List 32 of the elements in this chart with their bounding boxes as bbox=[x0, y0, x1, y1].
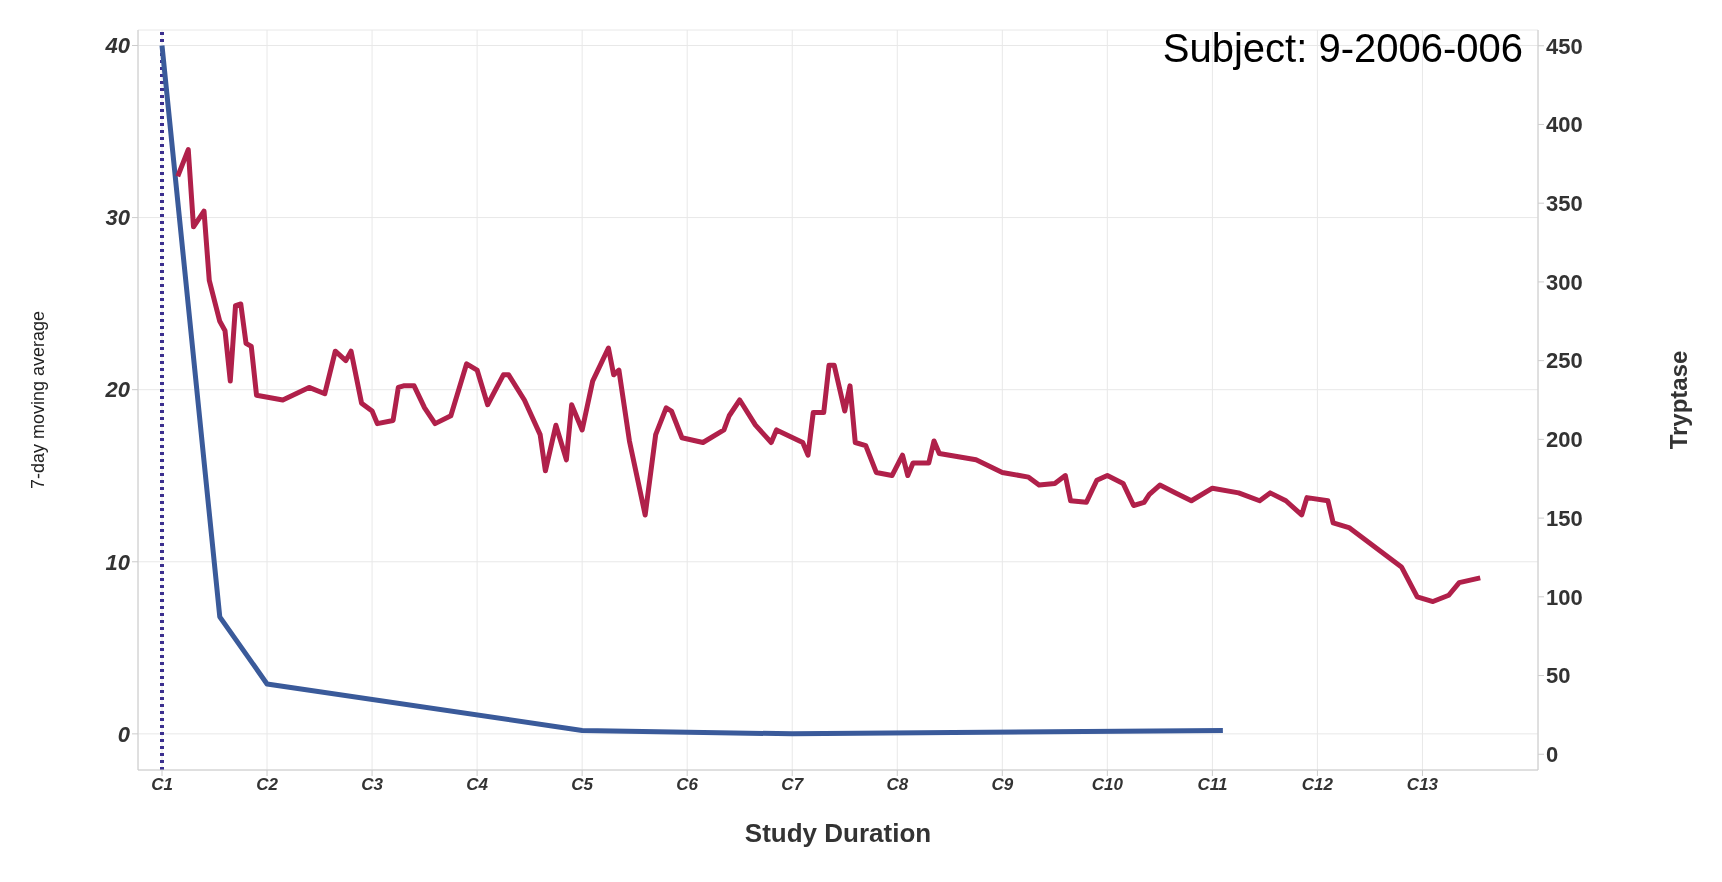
x-tick-label: C3 bbox=[361, 775, 384, 795]
y-axis-title: 7-day moving average bbox=[28, 310, 49, 490]
x-tick-label: C7 bbox=[781, 775, 805, 795]
y2-tick-label: 400 bbox=[1546, 112, 1583, 138]
y2-tick-label: 0 bbox=[1546, 742, 1559, 768]
x-tick-label: C11 bbox=[1197, 775, 1228, 795]
y2-tick-label: 200 bbox=[1546, 427, 1583, 453]
y2-tick-label: 250 bbox=[1546, 348, 1583, 374]
y2-tick-label: 100 bbox=[1546, 584, 1583, 610]
x-tick-label: C5 bbox=[571, 775, 594, 795]
y-tick-label: 0 bbox=[117, 721, 131, 747]
y-tick-label: 20 bbox=[104, 377, 131, 403]
x-tick-label: C8 bbox=[886, 775, 909, 795]
y2-tick-label: 350 bbox=[1546, 191, 1583, 216]
y2-tick-label: 150 bbox=[1546, 505, 1583, 531]
x-tick-label: C10 bbox=[1091, 775, 1124, 795]
x-tick-label: C6 bbox=[676, 775, 699, 795]
y-tick-label: 40 bbox=[104, 33, 131, 59]
x-tick-label: C1 bbox=[151, 775, 173, 795]
y2-tick-label: 300 bbox=[1546, 269, 1583, 295]
y-tick-label: 10 bbox=[105, 549, 131, 575]
x-tick-label: C13 bbox=[1406, 775, 1439, 795]
y2-tick-label: 450 bbox=[1546, 33, 1583, 59]
x-tick-label: C9 bbox=[991, 775, 1014, 795]
x-axis-title: Study Duration bbox=[744, 818, 932, 848]
y-tick-label: 30 bbox=[105, 205, 131, 231]
y2-axis-title: Tryptase bbox=[1664, 350, 1692, 450]
x-tick-label: C12 bbox=[1301, 775, 1334, 795]
x-tick-label: C2 bbox=[256, 775, 279, 795]
annotation: Subject: 9-2006-006 bbox=[1162, 26, 1523, 71]
x-tick-label: C4 bbox=[466, 775, 489, 795]
y2-tick-label: 50 bbox=[1546, 663, 1571, 689]
